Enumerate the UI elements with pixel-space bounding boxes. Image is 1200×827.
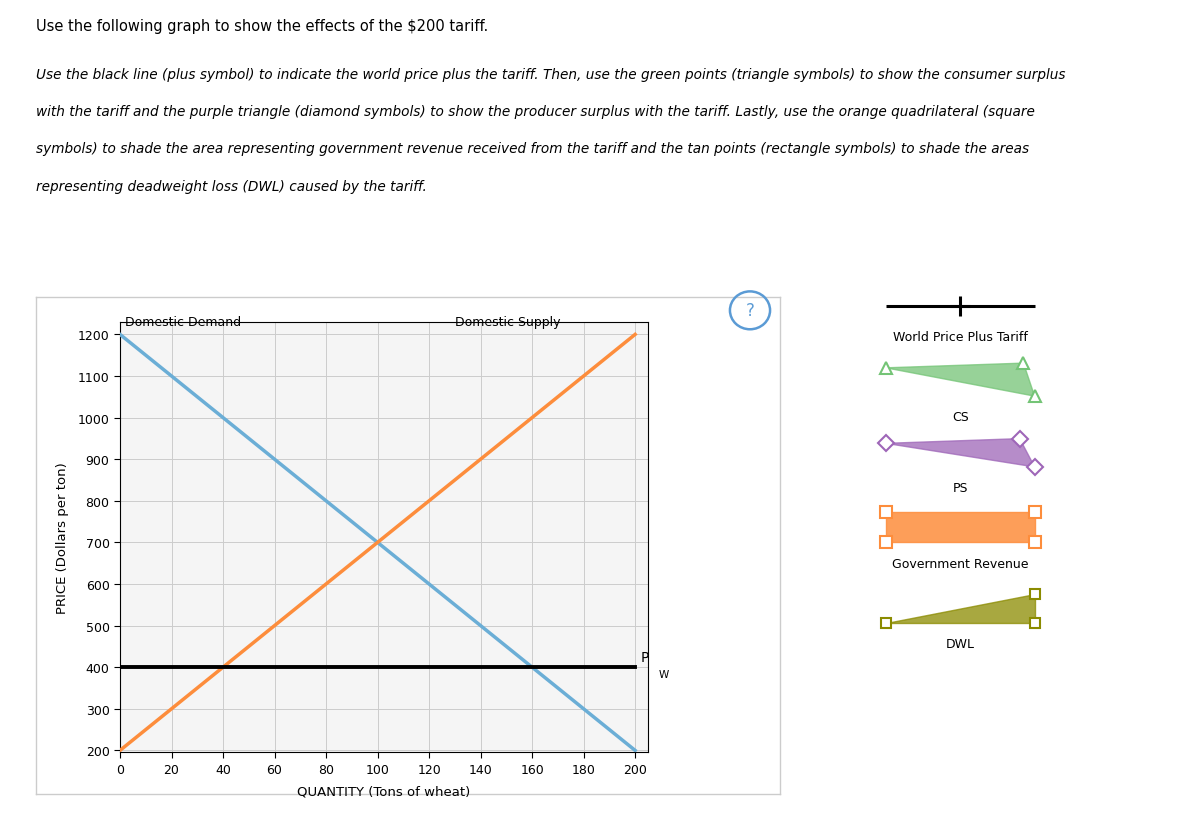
Y-axis label: PRICE (Dollars per ton): PRICE (Dollars per ton) xyxy=(56,461,70,614)
Text: PS: PS xyxy=(953,481,968,495)
Polygon shape xyxy=(886,512,1034,543)
Text: Use the following graph to show the effects of the $200 tariff.: Use the following graph to show the effe… xyxy=(36,19,488,34)
Text: W: W xyxy=(659,670,668,680)
Polygon shape xyxy=(886,364,1034,397)
Text: symbols) to shade the area representing government revenue received from the tar: symbols) to shade the area representing … xyxy=(36,142,1030,156)
Text: Domestic Supply: Domestic Supply xyxy=(455,316,560,329)
Text: with the tariff and the purple triangle (diamond symbols) to show the producer s: with the tariff and the purple triangle … xyxy=(36,105,1034,119)
Polygon shape xyxy=(886,595,1034,623)
Text: ?: ? xyxy=(745,302,755,320)
Text: Domestic Demand: Domestic Demand xyxy=(125,316,241,329)
Text: CS: CS xyxy=(952,411,968,423)
Text: representing deadweight loss (DWL) caused by the tariff.: representing deadweight loss (DWL) cause… xyxy=(36,179,427,194)
Polygon shape xyxy=(886,439,1034,467)
Text: World Price Plus Tariff: World Price Plus Tariff xyxy=(893,331,1027,344)
Text: Government Revenue: Government Revenue xyxy=(892,557,1028,570)
X-axis label: QUANTITY (Tons of wheat): QUANTITY (Tons of wheat) xyxy=(298,784,470,797)
Text: Use the black line (plus symbol) to indicate the world price plus the tariff. Th: Use the black line (plus symbol) to indi… xyxy=(36,68,1066,82)
Text: DWL: DWL xyxy=(946,637,974,650)
Text: P: P xyxy=(641,650,649,664)
